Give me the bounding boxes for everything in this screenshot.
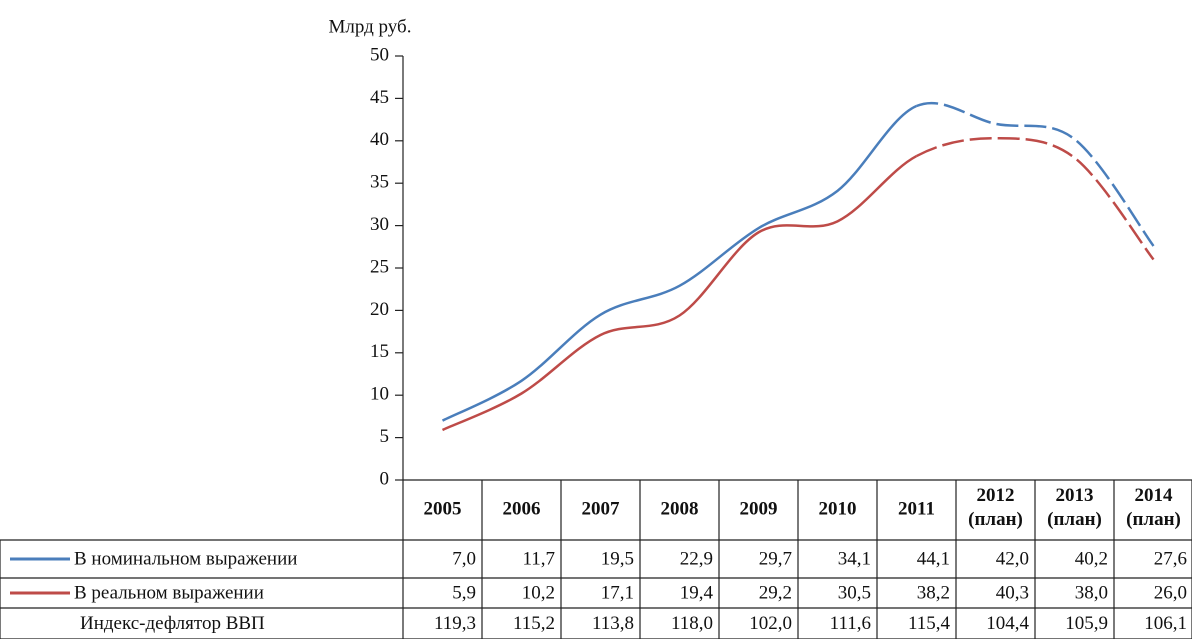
cell-value: 115,2 (513, 613, 555, 634)
x-tick-label: 2009 (740, 498, 778, 519)
cell-value: 113,8 (592, 613, 634, 634)
cell-value: 115,4 (908, 613, 951, 634)
x-tick-label: 2011 (898, 498, 935, 519)
y-tick-label: 20 (370, 299, 389, 320)
legend-label: В реальном выражении (74, 582, 264, 603)
cell-value: 105,9 (1065, 613, 1108, 634)
x-tick-label-part: (план) (968, 509, 1023, 530)
x-tick-label: 2006 (503, 498, 541, 519)
y-tick-label: 25 (370, 256, 389, 277)
row-label: Индекс-дефлятор ВВП (80, 613, 265, 634)
cell-value: 19,5 (601, 548, 634, 569)
cell-value: 22,9 (680, 548, 713, 569)
cell-value: 38,0 (1075, 582, 1108, 603)
cell-value: 40,3 (996, 582, 1029, 603)
cell-value: 19,4 (680, 582, 714, 603)
y-axis-label: Млрд руб. (329, 16, 412, 37)
cell-value: 119,3 (434, 613, 476, 634)
cell-value: 27,6 (1154, 548, 1187, 569)
x-tick-label: 2008 (661, 498, 699, 519)
cell-value: 40,2 (1075, 548, 1108, 569)
series-line (441, 154, 918, 432)
y-tick-label: 30 (370, 214, 389, 235)
x-tick-label: 2014 (план) (1126, 485, 1181, 530)
cell-value: 118,0 (671, 613, 713, 634)
series-line-plan (916, 101, 1155, 247)
cell-value: 106,1 (1144, 613, 1187, 634)
y-tick-label: 45 (370, 87, 389, 108)
cell-value: 17,1 (601, 582, 634, 603)
cell-value: 5,9 (452, 582, 476, 603)
x-tick-label-part: 2012 (977, 485, 1015, 506)
cell-value: 104,4 (986, 613, 1029, 634)
x-tick-label: 2013 (план) (1047, 485, 1102, 530)
cell-value: 44,1 (917, 548, 950, 569)
y-tick-label: 40 (370, 129, 389, 150)
x-tick-label-part: (план) (1047, 509, 1102, 530)
x-tick-label: 2010 (819, 498, 857, 519)
cell-value: 7,0 (452, 548, 476, 569)
x-tick-label: 2007 (582, 498, 621, 519)
series-line (441, 104, 918, 422)
series-line-plan (915, 137, 1155, 261)
cell-value: 26,0 (1154, 582, 1187, 603)
cell-value: 10,2 (522, 582, 555, 603)
y-tick-label: 10 (370, 384, 389, 405)
cell-value: 29,7 (759, 548, 792, 569)
cell-value: 111,6 (830, 613, 871, 634)
cell-value: 29,2 (759, 582, 792, 603)
y-tick-label: 35 (370, 172, 389, 193)
x-tick-label: 2005 (424, 498, 462, 519)
x-tick-label-part: (план) (1126, 509, 1181, 530)
y-tick-label: 15 (370, 341, 389, 362)
y-tick-label: 50 (370, 44, 389, 65)
cell-value: 42,0 (996, 548, 1029, 569)
y-tick-label: 5 (380, 426, 390, 447)
x-tick-label-part: 2014 (1135, 485, 1174, 506)
x-tick-label: 2012 (план) (968, 485, 1023, 530)
cell-value: 34,1 (838, 548, 871, 569)
cell-value: 11,7 (522, 548, 555, 569)
legend-label: В номинальном выражении (74, 548, 297, 569)
x-tick-label-part: 2013 (1056, 485, 1094, 506)
y-tick-label: 0 (380, 468, 390, 489)
cell-value: 38,2 (917, 582, 950, 603)
cell-value: 30,5 (838, 582, 871, 603)
cell-value: 102,0 (749, 613, 792, 634)
